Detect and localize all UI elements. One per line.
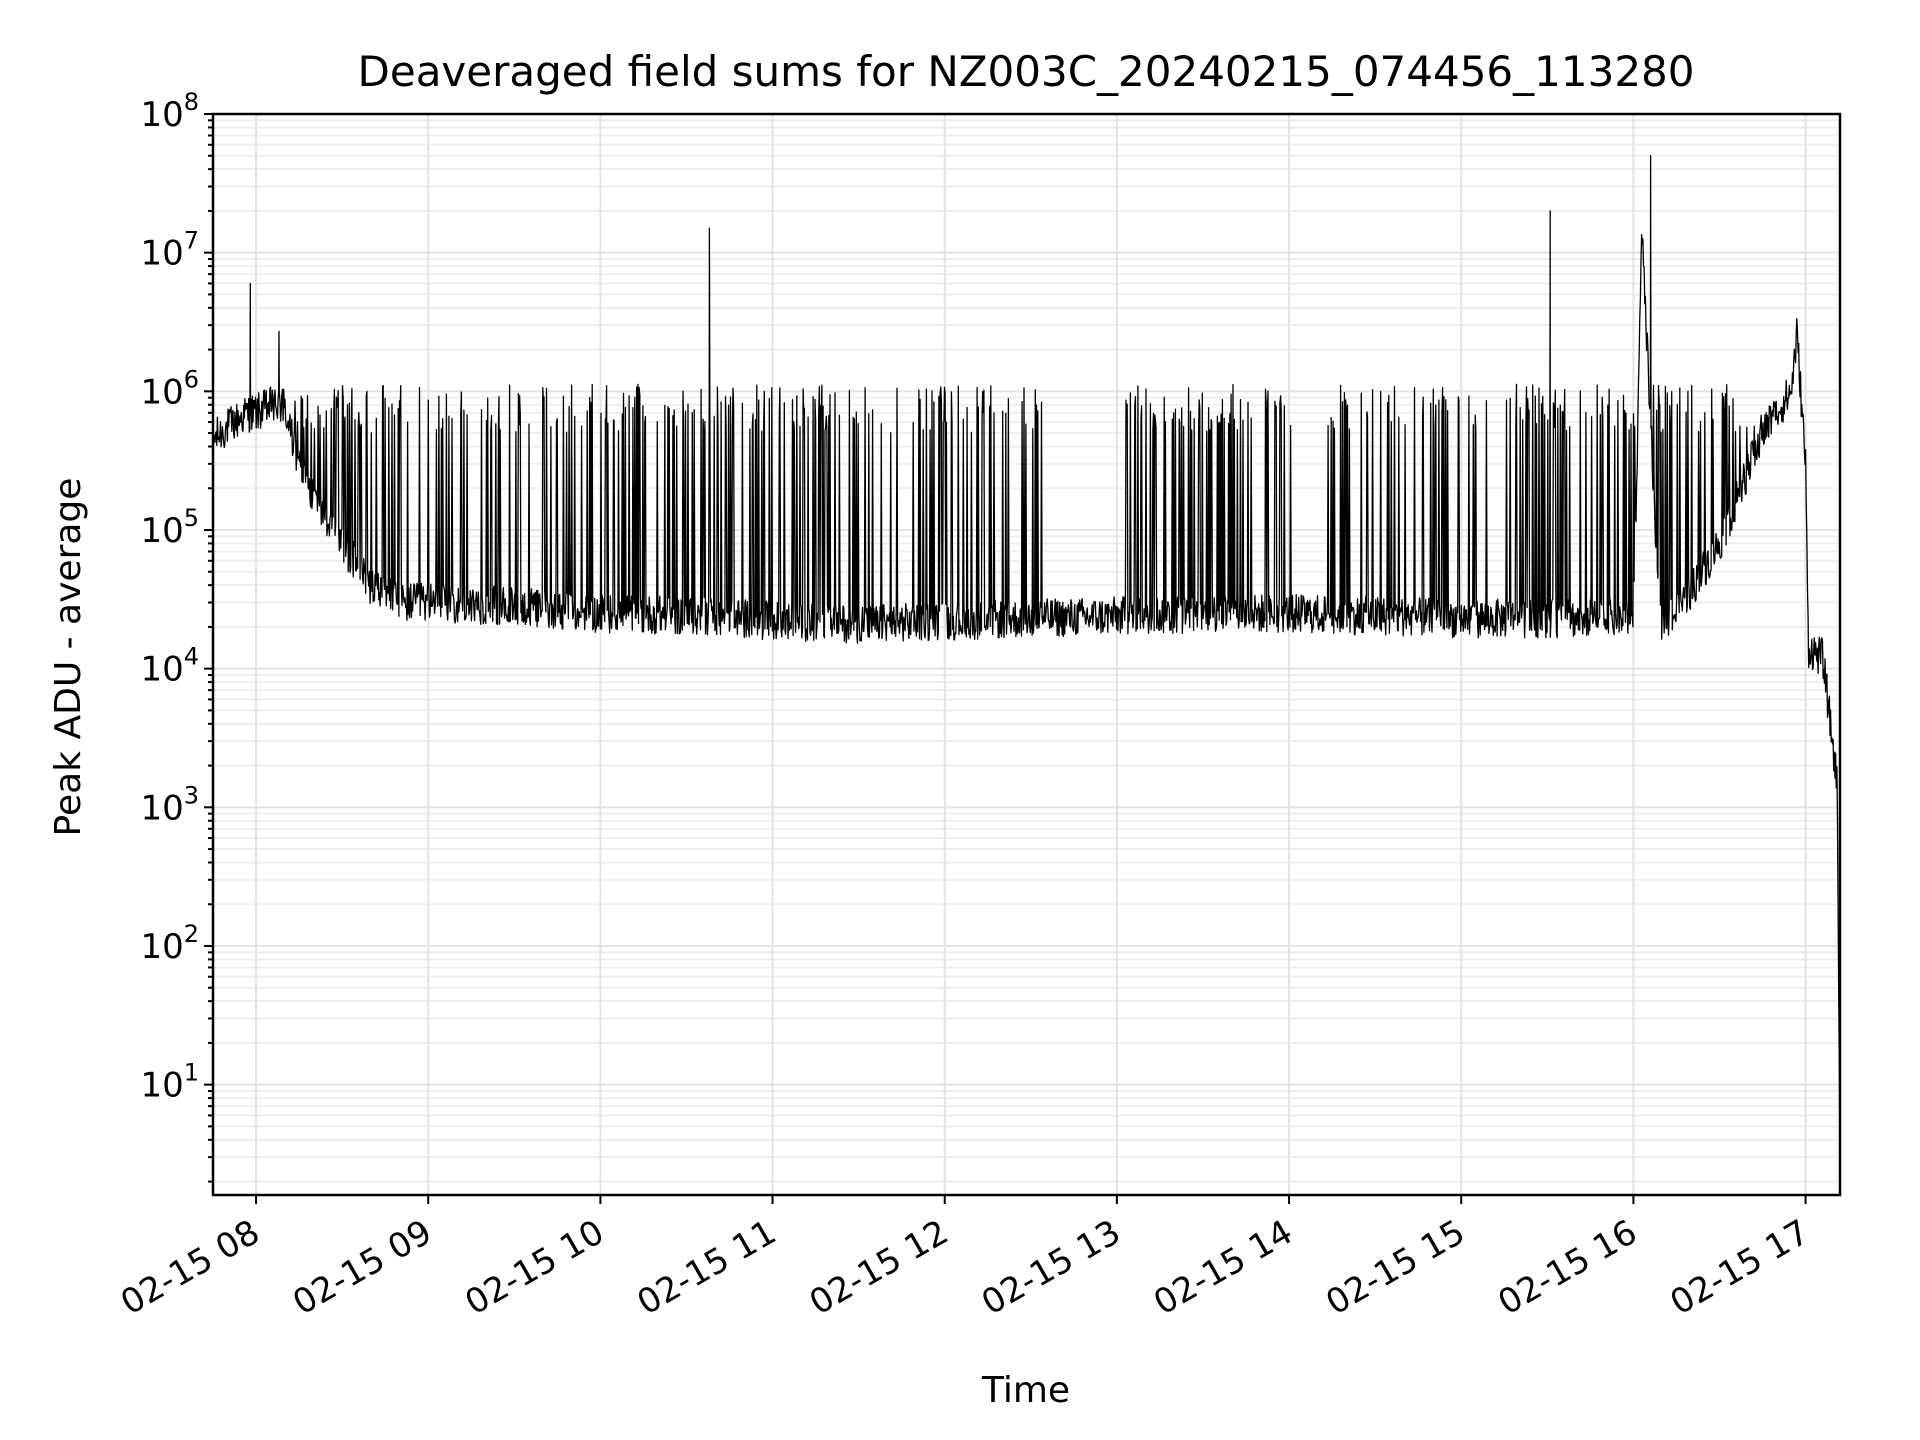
y-tick-label: 102	[140, 920, 199, 967]
x-tick-label: 02-15 17	[1664, 1212, 1816, 1323]
y-tick-label: 104	[140, 643, 199, 690]
grid-lines	[213, 113, 1840, 1195]
x-tick-label: 02-15 11	[631, 1212, 783, 1323]
x-tick-label: 02-15 13	[975, 1212, 1127, 1323]
y-tick-label: 103	[140, 781, 199, 828]
axes-frame	[211, 112, 1842, 1197]
x-tick-label: 02-15 14	[1147, 1212, 1299, 1323]
y-tick-label: 106	[140, 365, 199, 412]
x-tick-label: 02-15 10	[458, 1212, 610, 1323]
plot-area	[212, 155, 1841, 1160]
x-tick-label: 02-15 16	[1492, 1212, 1644, 1323]
x-tick-label: 02-15 09	[286, 1212, 438, 1323]
y-axis: 101 102 103 104 105 106 107 108	[140, 88, 213, 1183]
x-axis: 02-15 08 02-15 09 02-15 10 02-15 11 02-15 12…	[114, 1195, 1816, 1323]
y-tick-label: 105	[140, 504, 199, 551]
y-tick-label: 108	[140, 88, 199, 135]
y-axis-label: Peak ADU - average	[48, 478, 89, 837]
x-tick-label: 02-15 08	[114, 1212, 266, 1323]
x-tick-label: 02-15 12	[803, 1212, 955, 1323]
x-tick-label: 02-15 15	[1319, 1212, 1471, 1323]
y-tick-label: 107	[140, 227, 199, 274]
x-axis-label: Time	[981, 1370, 1070, 1411]
chart-title: Deaveraged field sums for NZ003C_2024021…	[358, 47, 1695, 96]
series-line-0	[212, 155, 1841, 1160]
y-tick-label: 101	[140, 1059, 199, 1106]
